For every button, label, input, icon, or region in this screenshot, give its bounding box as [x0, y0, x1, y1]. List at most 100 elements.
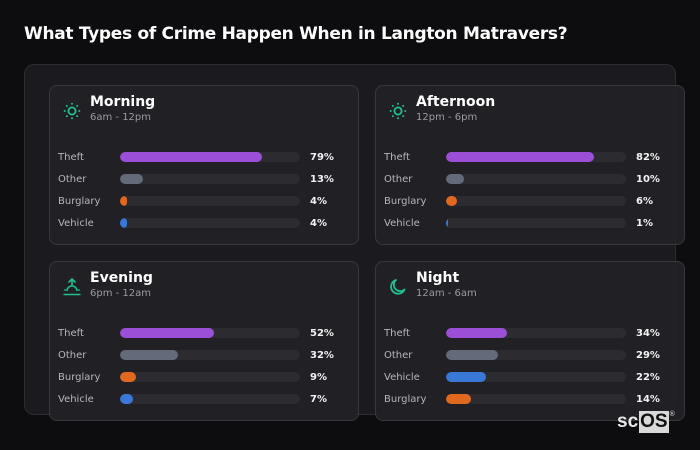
bar-value: 52% [310, 327, 334, 339]
scos-logo: sc OS ® [617, 411, 675, 433]
card-header: Night 12am - 6am [388, 270, 477, 300]
bar-list: Theft 34% Other 29% Vehicle 22% Burglary [384, 322, 678, 410]
bar-row: Burglary 4% [58, 190, 352, 212]
bar-value: 6% [636, 195, 653, 207]
bar-row: Vehicle 7% [58, 388, 352, 410]
bar-track [446, 152, 626, 162]
bar-value: 9% [310, 371, 327, 383]
bar-track [120, 372, 300, 382]
sun-icon [62, 101, 82, 121]
page-title: What Types of Crime Happen When in Langt… [24, 24, 568, 44]
bar-value: 4% [310, 195, 327, 207]
bar-track [446, 218, 626, 228]
bar-label: Burglary [384, 393, 427, 405]
card-time-range: 12am - 6am [416, 288, 477, 299]
bar-fill [120, 350, 178, 360]
bar-value: 10% [636, 173, 660, 185]
card-time-range: 6am - 12pm [90, 112, 152, 123]
bar-label: Theft [384, 327, 410, 339]
bar-value: 14% [636, 393, 660, 405]
bar-row: Other 13% [58, 168, 352, 190]
card-night: Night 12am - 6am Theft 34% Other 29% Veh… [375, 261, 685, 421]
bar-label: Theft [58, 327, 84, 339]
bar-label: Other [58, 349, 87, 361]
moon-icon [388, 277, 408, 297]
registered-mark: ® [669, 411, 675, 418]
bar-track [120, 328, 300, 338]
bar-track [446, 328, 626, 338]
bar-label: Theft [384, 151, 410, 163]
bar-track [120, 394, 300, 404]
bar-row: Vehicle 1% [384, 212, 678, 234]
bar-label: Burglary [58, 195, 101, 207]
bar-label: Vehicle [58, 217, 94, 229]
bar-row: Other 10% [384, 168, 678, 190]
bar-fill [120, 152, 263, 162]
bar-value: 29% [636, 349, 660, 361]
bar-fill [446, 394, 472, 404]
bar-label: Burglary [58, 371, 101, 383]
card-evening: Evening 6pm - 12am Theft 52% Other 32% B… [49, 261, 359, 421]
bar-track [120, 196, 300, 206]
bar-value: 34% [636, 327, 660, 339]
card-title: Night [416, 270, 460, 286]
card-morning: Morning 6am - 12pm Theft 79% Other 13% B… [49, 85, 359, 245]
card-header: Morning 6am - 12pm [62, 94, 155, 124]
bar-row: Other 29% [384, 344, 678, 366]
bar-fill [446, 196, 457, 206]
bar-value: 82% [636, 151, 660, 163]
bar-track [120, 174, 300, 184]
bar-track [446, 174, 626, 184]
bar-row: Theft 79% [58, 146, 352, 168]
bar-row: Vehicle 4% [58, 212, 352, 234]
bar-value: 22% [636, 371, 660, 383]
bar-value: 32% [310, 349, 334, 361]
card-header: Evening 6pm - 12am [62, 270, 153, 300]
bar-list: Theft 79% Other 13% Burglary 4% Vehicle [58, 146, 352, 234]
bar-row: Theft 52% [58, 322, 352, 344]
bar-label: Vehicle [384, 371, 420, 383]
bar-track [120, 152, 300, 162]
bar-fill [446, 328, 508, 338]
card-time-range: 12pm - 6pm [416, 112, 478, 123]
bar-fill [446, 174, 464, 184]
bar-value: 4% [310, 217, 327, 229]
bar-fill [120, 196, 128, 206]
bar-label: Burglary [384, 195, 427, 207]
bar-fill [120, 372, 137, 382]
bar-row: Theft 34% [384, 322, 678, 344]
bar-list: Theft 52% Other 32% Burglary 9% Vehicle [58, 322, 352, 410]
sun-icon [388, 101, 408, 121]
bar-value: 79% [310, 151, 334, 163]
bar-track [120, 218, 300, 228]
card-title: Evening [90, 270, 153, 286]
card-title: Morning [90, 94, 156, 110]
bar-label: Other [384, 349, 413, 361]
bar-row: Burglary 14% [384, 388, 678, 410]
bar-track [446, 350, 626, 360]
bar-label: Theft [58, 151, 84, 163]
bar-track [446, 372, 626, 382]
bar-row: Burglary 9% [58, 366, 352, 388]
card-time-range: 6pm - 12am [90, 288, 152, 299]
bar-fill [446, 218, 448, 228]
bar-label: Vehicle [384, 217, 420, 229]
bar-list: Theft 82% Other 10% Burglary 6% Vehicle [384, 146, 678, 234]
bar-fill [120, 218, 128, 228]
bar-row: Other 32% [58, 344, 352, 366]
bar-label: Vehicle [58, 393, 94, 405]
bar-fill [446, 372, 486, 382]
bar-row: Vehicle 22% [384, 366, 678, 388]
bar-label: Other [384, 173, 413, 185]
card-afternoon: Afternoon 12pm - 6pm Theft 82% Other 10%… [375, 85, 685, 245]
bar-value: 13% [310, 173, 334, 185]
bar-value: 1% [636, 217, 653, 229]
logo-text-os: OS [639, 411, 669, 433]
bar-label: Other [58, 173, 87, 185]
bar-row: Theft 82% [384, 146, 678, 168]
card-title: Afternoon [416, 94, 496, 110]
bar-track [446, 394, 626, 404]
bar-track [120, 350, 300, 360]
bar-row: Burglary 6% [384, 190, 678, 212]
